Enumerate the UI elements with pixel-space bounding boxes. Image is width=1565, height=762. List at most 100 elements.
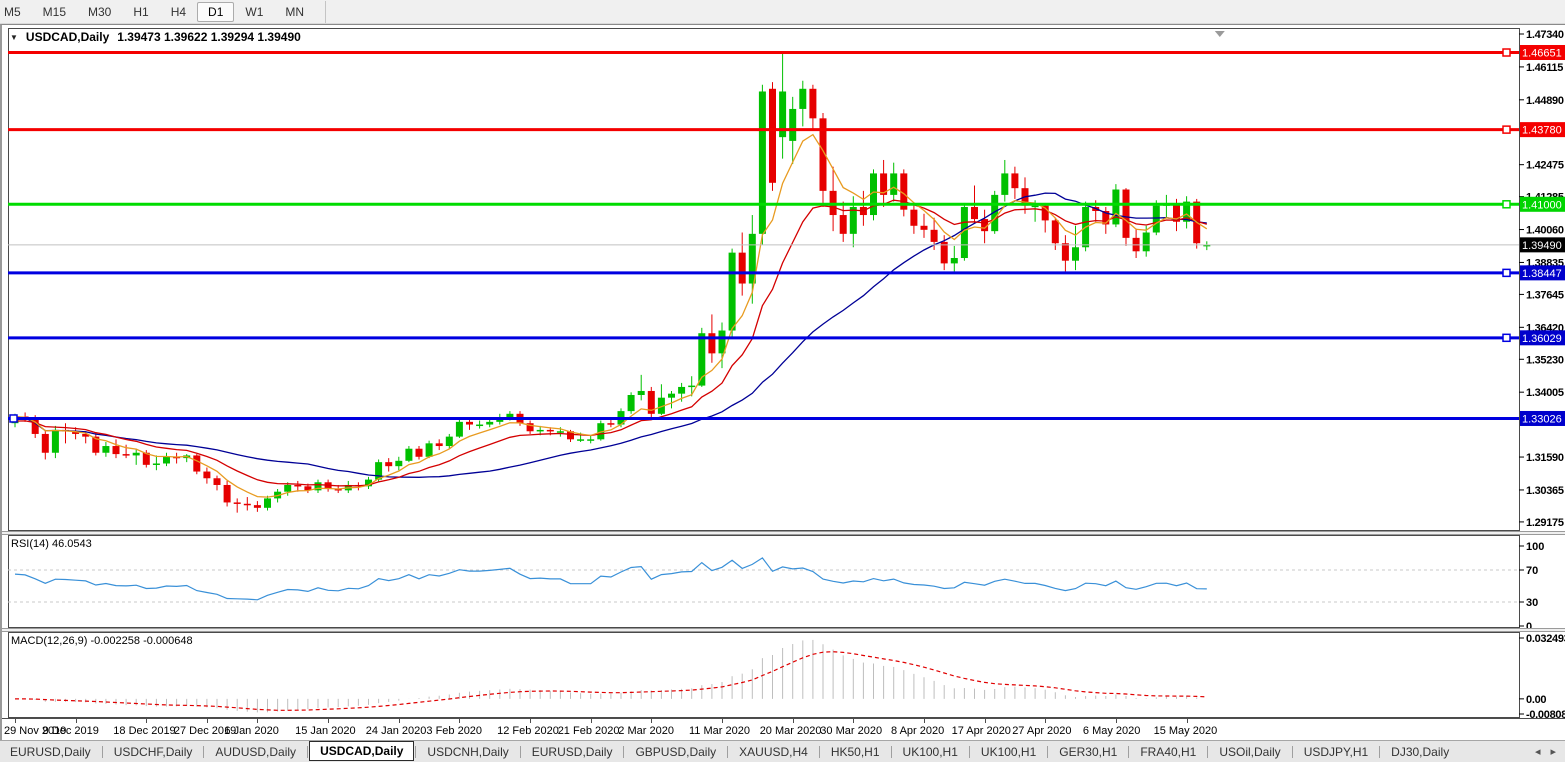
timeframe-button-w1[interactable]: W1 xyxy=(245,4,264,19)
tab-scroll-right-icon[interactable]: ▸ xyxy=(1550,746,1556,758)
candle-body xyxy=(597,423,605,440)
candle-body xyxy=(536,429,544,432)
candle-body xyxy=(334,489,342,491)
candle-body xyxy=(375,462,383,480)
time-axis-tick xyxy=(206,719,208,723)
timeframe-button-m30[interactable]: M30 xyxy=(88,4,112,19)
time-axis[interactable]: 29 Nov 2019 9 Dec 2019 18 Dec 2019 27 Dec 2… xyxy=(2,718,1565,741)
macd-signal-line xyxy=(15,651,1207,711)
bottom-tab-uk100-h1[interactable]: UK100,H1 xyxy=(980,744,1037,759)
candle-body xyxy=(971,206,978,220)
candle-body xyxy=(425,443,433,457)
time-axis-tick xyxy=(530,719,532,723)
chevron-down-icon[interactable]: ▼ xyxy=(10,32,18,42)
hline-handle[interactable] xyxy=(1502,200,1511,209)
rsi-axis-label: 70 xyxy=(1526,565,1538,577)
chart-window: ▼ USDCAD,Daily 1.39473 1.39622 1.39294 1… xyxy=(0,24,1565,741)
bottom-tab-fra40-h1[interactable]: FRA40,H1 xyxy=(1140,744,1197,759)
candle-body xyxy=(1173,204,1180,222)
candle-body xyxy=(1122,189,1130,238)
rsi-pane[interactable]: 100 70 30 0 xyxy=(2,535,1565,628)
tab-separator xyxy=(818,745,820,758)
time-axis-tick xyxy=(722,719,723,723)
candle-body xyxy=(708,333,716,354)
time-axis-tick xyxy=(1045,719,1047,723)
candle-body xyxy=(213,478,221,485)
bottom-tab-usdcnh-daily[interactable]: USDCNH,Daily xyxy=(427,744,509,759)
bottom-tab-xauusd-h4[interactable]: XAUUSD,H4 xyxy=(739,744,808,759)
time-axis-tick xyxy=(146,719,148,723)
candle-body xyxy=(314,482,322,491)
bottom-tab-usoil-daily[interactable]: USOil,Daily xyxy=(1219,744,1281,759)
candle-body xyxy=(698,333,706,386)
candle-body xyxy=(526,423,534,432)
hline-handle[interactable] xyxy=(1502,125,1511,134)
timeframe-button-m15[interactable]: M15 xyxy=(42,4,67,19)
time-axis-label: 29 Nov 2019 xyxy=(4,725,67,737)
bottom-tab-eurusd-daily[interactable]: EURUSD,Daily xyxy=(10,744,91,759)
rsi-line xyxy=(14,557,1207,601)
bottom-tab-usdchf-daily[interactable]: USDCHF,Daily xyxy=(113,744,193,759)
candle-body xyxy=(657,397,665,414)
price-axis-tick-label: 1.29175 xyxy=(1526,517,1564,529)
tab-scroll-left-icon[interactable]: ◂ xyxy=(1534,746,1541,758)
candle-body xyxy=(668,393,675,398)
hline-handle[interactable] xyxy=(1502,268,1511,278)
candle-body xyxy=(152,463,160,465)
timeframe-button-d1[interactable]: D1 xyxy=(197,1,235,22)
bottom-tab-gbpusd-daily[interactable]: GBPUSD,Daily xyxy=(635,744,717,759)
hline-handle[interactable] xyxy=(9,414,18,423)
hline-handle[interactable] xyxy=(1502,48,1511,57)
price-axis-tick-label: 1.34005 xyxy=(1526,387,1564,399)
time-axis-label: 9 Dec 2019 xyxy=(42,725,99,737)
candle-body xyxy=(587,439,595,441)
candle-body xyxy=(385,462,393,467)
time-axis-label: 15 May 2020 xyxy=(1153,725,1218,737)
pane-splitter[interactable] xyxy=(2,531,1565,535)
candle-body xyxy=(779,91,787,138)
tab-separator xyxy=(415,745,417,758)
candle-body xyxy=(1001,173,1009,195)
timeframe-button-m5[interactable]: M5 xyxy=(4,4,21,19)
current-price-chip xyxy=(1520,237,1565,253)
time-axis-tick xyxy=(459,719,461,723)
bottom-tab-hk50-h1[interactable]: HK50,H1 xyxy=(830,744,880,759)
tab-separator xyxy=(1047,745,1049,758)
candle-body xyxy=(193,455,201,472)
price-axis-tick-label: 1.30365 xyxy=(1526,485,1564,497)
bottom-tab-ger30-h1[interactable]: GER30,H1 xyxy=(1059,744,1118,759)
pane-splitter[interactable] xyxy=(2,628,1565,632)
candle-body xyxy=(728,252,736,331)
timeframe-button-h1[interactable]: H1 xyxy=(133,4,149,19)
price-pane[interactable]: 1.473401.461151.448901.424751.412851.400… xyxy=(2,27,1565,532)
time-axis-tick xyxy=(1115,719,1117,723)
candle-body xyxy=(294,484,302,487)
rsi-pane-border xyxy=(8,535,1520,628)
bottom-tab-usdcad-daily[interactable]: USDCAD,Daily xyxy=(309,740,415,761)
candle-body xyxy=(1011,173,1019,189)
time-axis-tick xyxy=(75,719,77,723)
bottom-tab-audusd-daily[interactable]: AUDUSD,Daily xyxy=(215,744,297,759)
hline-price-chip-text: 1.38447 xyxy=(1522,268,1562,280)
candle-body xyxy=(243,503,251,506)
candle-body xyxy=(577,439,585,441)
bottom-tab-usdjpy-h1[interactable]: USDJPY,H1 xyxy=(1303,744,1369,759)
hline-price-chip xyxy=(1520,196,1565,212)
bottom-tab-eurusd-daily[interactable]: EURUSD,Daily xyxy=(531,744,613,759)
candle-body xyxy=(41,433,49,453)
chart-shift-marker-icon[interactable] xyxy=(1214,31,1225,37)
bottom-tab-dj30-daily[interactable]: DJ30,Daily xyxy=(1391,744,1450,759)
time-axis-label: 30 Mar 2020 xyxy=(820,725,883,737)
hline-price-chip-text: 1.36029 xyxy=(1522,333,1562,345)
candle-body xyxy=(365,479,372,487)
time-axis-label: 6 Jan 2020 xyxy=(224,725,279,737)
hline-handle[interactable] xyxy=(1502,333,1511,343)
timeframe-button-mn[interactable]: MN xyxy=(285,4,305,19)
timeframe-button-h4[interactable]: H4 xyxy=(170,4,187,19)
candle-body xyxy=(789,108,797,141)
time-axis-label: 27 Dec 2019 xyxy=(173,725,237,737)
macd-pane[interactable]: 0.032493 0.00 -0.008086 xyxy=(2,632,1565,718)
bottom-tab-uk100-h1[interactable]: UK100,H1 xyxy=(902,744,958,759)
time-axis-tick xyxy=(398,719,400,723)
